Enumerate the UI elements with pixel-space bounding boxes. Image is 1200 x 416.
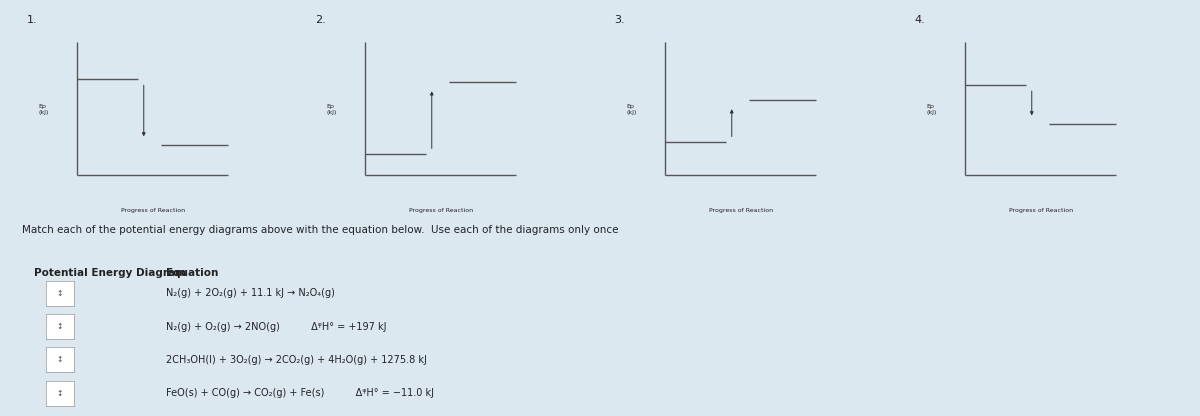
Text: ↕: ↕	[56, 322, 64, 331]
Text: Ep
(kJ): Ep (kJ)	[326, 104, 336, 115]
Text: 2.: 2.	[314, 15, 325, 25]
Text: N₂(g) + 2O₂(g) + 11.1 kJ → N₂O₄(g): N₂(g) + 2O₂(g) + 11.1 kJ → N₂O₄(g)	[166, 288, 335, 298]
Text: Equation: Equation	[166, 268, 218, 278]
Text: 4.: 4.	[914, 15, 925, 25]
Text: ↕: ↕	[56, 289, 64, 298]
Text: 3.: 3.	[614, 15, 625, 25]
Text: N₂(g) + O₂(g) → 2NO(g)          ΔᵠH° = +197 kJ: N₂(g) + O₂(g) → 2NO(g) ΔᵠH° = +197 kJ	[166, 322, 386, 332]
Text: Match each of the potential energy diagrams above with the equation below.  Use : Match each of the potential energy diagr…	[22, 225, 618, 235]
Text: Potential Energy Diagram: Potential Energy Diagram	[34, 268, 186, 278]
Text: Progress of Reaction: Progress of Reaction	[709, 208, 774, 213]
Text: Progress of Reaction: Progress of Reaction	[1009, 208, 1074, 213]
Text: Ep
(kJ): Ep (kJ)	[38, 104, 48, 115]
Text: Ep
(kJ): Ep (kJ)	[626, 104, 636, 115]
Text: 1.: 1.	[26, 15, 37, 25]
Text: ↕: ↕	[56, 355, 64, 364]
Text: FeO(s) + CO(g) → CO₂(g) + Fe(s)          ΔᵠH° = −11.0 kJ: FeO(s) + CO(g) → CO₂(g) + Fe(s) ΔᵠH° = −…	[166, 388, 433, 398]
Text: ↕: ↕	[56, 389, 64, 398]
Text: Progress of Reaction: Progress of Reaction	[409, 208, 474, 213]
Text: 2CH₃OH(l) + 3O₂(g) → 2CO₂(g) + 4H₂O(g) + 1275.8 kJ: 2CH₃OH(l) + 3O₂(g) → 2CO₂(g) + 4H₂O(g) +…	[166, 355, 426, 365]
Text: Ep
(kJ): Ep (kJ)	[926, 104, 936, 115]
Text: Progress of Reaction: Progress of Reaction	[121, 208, 186, 213]
